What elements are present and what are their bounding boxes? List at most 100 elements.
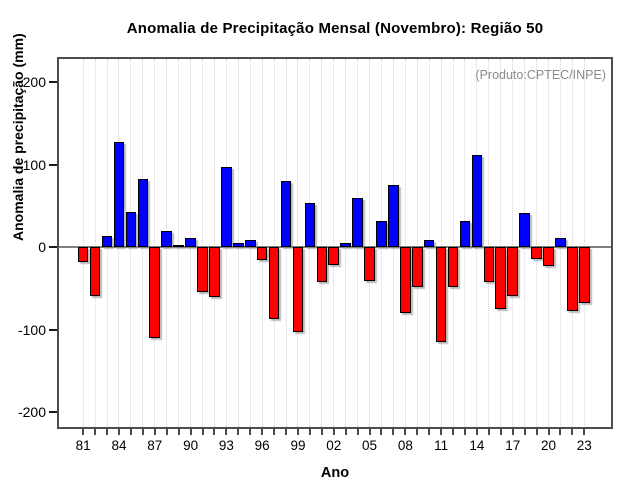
bar-1995: [244, 240, 256, 247]
bar-1983: [101, 236, 113, 247]
bar-2001: [316, 247, 328, 282]
bar-2015: [483, 247, 495, 282]
gridline-2008: [404, 59, 406, 427]
gridline-1991: [202, 59, 203, 427]
x-tick-label-2008: 08: [397, 438, 413, 453]
x-tick-2009: [416, 429, 419, 435]
bar-2020: [543, 247, 554, 266]
gridline-2020: [548, 59, 549, 427]
x-tick-1999: [296, 429, 299, 435]
x-tick-2023: [583, 429, 586, 435]
bar-2005: [364, 247, 375, 281]
y-tick-label-0: 0: [38, 239, 46, 255]
x-tick-2005: [368, 429, 371, 435]
bars-layer: [59, 59, 611, 427]
gridline-2005: [369, 59, 371, 427]
bar-1999: [292, 247, 304, 332]
x-tick-2018: [523, 429, 526, 435]
bar-1981: [77, 247, 89, 262]
bar-1992: [209, 247, 220, 298]
bar-1989: [173, 244, 184, 247]
x-tick-2010: [428, 429, 431, 435]
bar-2002: [328, 247, 340, 266]
gridline-2023: [583, 59, 585, 427]
gridline-1987: [154, 59, 156, 427]
x-tick-2012: [452, 429, 455, 435]
bar-2012: [447, 247, 459, 288]
x-tick-label-2017: 17: [505, 438, 521, 453]
x-tick-1989: [177, 429, 180, 435]
x-tick-1983: [106, 429, 109, 435]
x-tick-2017: [511, 429, 514, 435]
y-tick-label--100: -100: [17, 321, 46, 338]
x-tick-label-2005: 05: [362, 438, 378, 453]
x-axis-title: Ano: [320, 465, 350, 481]
x-tick-2014: [475, 429, 478, 435]
bar-2023: [579, 247, 590, 304]
x-tick-1995: [249, 429, 252, 435]
x-tick-label-1984: 84: [111, 438, 127, 453]
x-tick-2021: [559, 429, 562, 435]
y-tick-label--200: -200: [17, 404, 46, 420]
bar-1994: [233, 242, 244, 247]
x-tick-1986: [141, 429, 144, 435]
bar-2000: [304, 203, 316, 247]
x-tick-2015: [487, 429, 490, 435]
gridline-2019: [536, 59, 538, 427]
x-tick-label-2023: 23: [576, 438, 592, 453]
x-tick-1984: [117, 429, 120, 435]
x-tick-2019: [535, 429, 538, 435]
gridline-1999: [297, 59, 299, 427]
bar-2009: [411, 247, 423, 287]
bar-1987: [149, 247, 161, 338]
bar-2007: [388, 185, 399, 247]
x-tick-2016: [499, 429, 502, 435]
bar-1986: [137, 179, 149, 247]
x-tick-1987: [153, 429, 156, 435]
y-tick-200: [49, 81, 57, 83]
y-tick-0: [49, 246, 57, 248]
x-tick-1992: [213, 429, 216, 435]
bar-2013: [459, 220, 471, 247]
x-tick-label-2011: 11: [434, 438, 449, 453]
gridline-1992: [213, 59, 215, 427]
x-tick-1988: [165, 429, 168, 435]
x-tick-2020: [547, 429, 550, 435]
x-tick-1997: [273, 429, 276, 435]
bar-2018: [519, 213, 530, 247]
x-tick-1993: [225, 429, 228, 435]
bar-2016: [495, 247, 507, 309]
gridline-2011: [440, 59, 442, 427]
bar-2019: [531, 247, 542, 259]
x-tick-1996: [261, 429, 264, 435]
bar-2003: [340, 242, 351, 247]
gridline-2009: [416, 59, 418, 427]
gridline-2002: [333, 59, 335, 427]
x-tick-2001: [320, 429, 323, 435]
x-tick-label-1999: 99: [290, 438, 306, 453]
bar-2022: [567, 247, 578, 312]
bar-1984: [113, 142, 125, 247]
gridline-1981: [82, 59, 84, 427]
plot-area: (Produto:CPTEC/INPE): [57, 57, 613, 429]
x-tick-2000: [308, 429, 311, 435]
gridline-1982: [94, 59, 96, 427]
bar-2008: [400, 247, 411, 313]
x-tick-2003: [344, 429, 347, 435]
x-tick-2013: [463, 429, 466, 435]
x-tick-label-2002: 02: [326, 438, 342, 453]
y-tick--200: [49, 411, 57, 413]
gridline-2017: [512, 59, 514, 427]
x-tick-1982: [94, 429, 97, 435]
y-tick--100: [49, 328, 57, 331]
x-tick-label-1993: 93: [218, 438, 234, 453]
x-tick-1998: [285, 429, 288, 435]
x-tick-2002: [332, 429, 335, 435]
x-tick-2004: [356, 429, 359, 435]
bar-1996: [256, 247, 268, 261]
bar-2004: [352, 198, 363, 247]
x-tick-1990: [189, 429, 192, 435]
bar-1985: [125, 212, 137, 247]
y-tick-100: [49, 163, 57, 166]
